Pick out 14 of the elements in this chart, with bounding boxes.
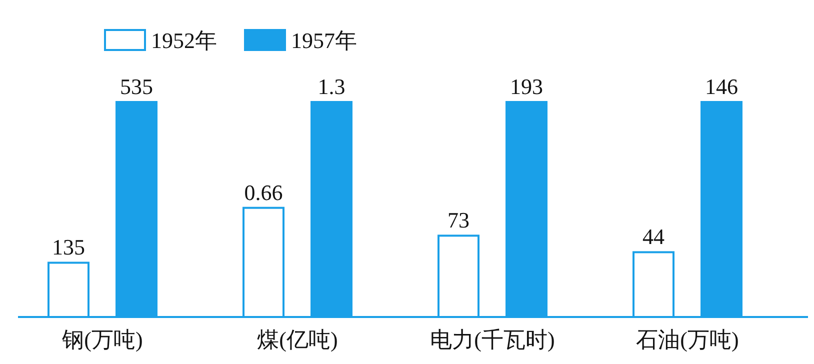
data-label: 44 bbox=[642, 224, 664, 250]
data-label: 535 bbox=[120, 74, 153, 99]
data-label: 193 bbox=[510, 74, 543, 99]
legend-label: 1952年 bbox=[151, 28, 217, 53]
x-tick-label: 钢(万吨) bbox=[61, 327, 143, 352]
data-label: 146 bbox=[705, 74, 738, 99]
data-label: 135 bbox=[52, 234, 85, 260]
data-label: 0.66 bbox=[244, 180, 283, 205]
x-tick-label: 煤(亿吨) bbox=[257, 327, 338, 352]
x-tick-label: 石油(万吨) bbox=[636, 327, 739, 352]
x-tick-label: 电力(千瓦时) bbox=[430, 327, 555, 352]
data-label: 1.3 bbox=[318, 74, 346, 99]
data-label: 73 bbox=[448, 208, 470, 233]
legend-label: 1957年 bbox=[291, 28, 357, 53]
